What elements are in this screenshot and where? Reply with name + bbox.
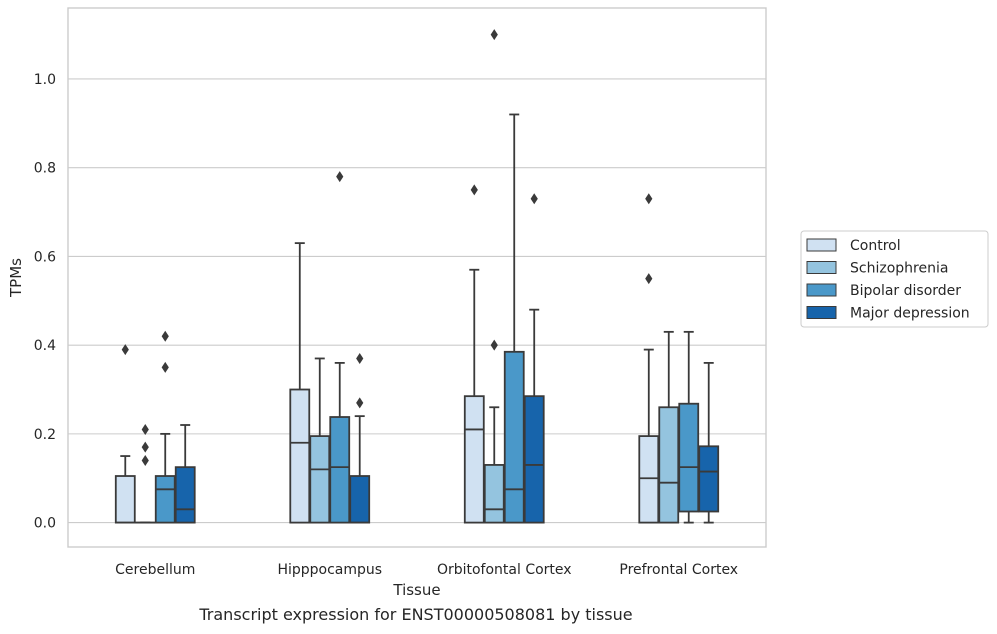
outlier-point: [161, 330, 169, 342]
legend-swatch: [806, 261, 837, 274]
box-major-depression: [698, 361, 720, 524]
outlier-point: [490, 29, 498, 41]
outlier-point: [530, 193, 538, 205]
legend-label: Major depression: [850, 306, 970, 322]
box-body: [154, 475, 176, 524]
y-axis-label: TPMs: [7, 258, 25, 298]
legend-swatch: [806, 283, 837, 297]
legend-label: Schizophrenia: [850, 261, 948, 277]
box-body: [638, 435, 660, 524]
box-major-depression: [349, 352, 371, 524]
box-body: [483, 464, 505, 524]
box-body: [698, 445, 720, 513]
box-body: [463, 395, 485, 524]
box-bipolar-disorder: [329, 171, 351, 524]
outlier-point: [645, 273, 653, 285]
box-body: [349, 475, 371, 524]
outlier-point: [141, 441, 149, 453]
y-tick-label: 0.8: [34, 161, 56, 177]
legend-swatch: [806, 306, 837, 319]
x-tick-label: Orbitofontal Cortex: [437, 562, 572, 578]
y-tick-label: 0.0: [34, 516, 56, 532]
box-schizophrenia: [309, 357, 331, 524]
outlier-point: [356, 397, 364, 409]
box-schizophrenia: [483, 29, 505, 524]
box-major-depression: [523, 193, 545, 524]
x-axis-label: Tissue: [392, 581, 440, 599]
box-body: [658, 406, 680, 524]
box-schizophrenia: [658, 330, 680, 524]
x-tick-label: Prefrontal Cortex: [619, 562, 738, 578]
box-body: [523, 395, 545, 524]
box-body: [329, 416, 351, 524]
x-tick-label: Cerebellum: [115, 562, 195, 578]
outlier-point: [141, 454, 149, 466]
legend-swatch: [806, 238, 837, 252]
box-body: [174, 466, 196, 524]
box-bipolar-disorder: [678, 330, 700, 524]
y-tick-label: 0.6: [34, 249, 56, 265]
chart-caption: Transcript expression for ENST0000050808…: [199, 605, 633, 624]
box-body: [678, 402, 700, 513]
box-control: [114, 344, 136, 524]
outlier-point: [645, 193, 653, 205]
box-control: [289, 242, 311, 524]
legend-box: [800, 230, 989, 328]
outlier-point: [161, 361, 169, 373]
legend-label: Control: [850, 238, 901, 254]
y-tick-label: 0.4: [34, 338, 56, 354]
x-tick-label: Hipppocampus: [277, 562, 382, 578]
legend-label: Bipolar disorder: [850, 283, 961, 299]
box-major-depression: [174, 424, 196, 524]
outlier-point: [336, 171, 344, 183]
box-body: [309, 435, 331, 524]
box-control: [638, 193, 660, 524]
outlier-point: [490, 339, 498, 351]
box-body: [289, 388, 311, 524]
plot-frame: [67, 7, 767, 548]
box-body: [503, 350, 525, 524]
outlier-point: [470, 184, 478, 196]
box-schizophrenia: [134, 423, 156, 524]
outlier-point: [121, 344, 129, 356]
y-tick-label: 0.2: [34, 427, 56, 443]
box-control: [463, 184, 485, 524]
box-bipolar-disorder: [154, 330, 176, 524]
y-tick-label: 1.0: [34, 72, 56, 88]
box-bipolar-disorder: [503, 113, 525, 524]
box-body: [114, 475, 136, 524]
outlier-point: [356, 352, 364, 364]
outlier-point: [141, 423, 149, 435]
